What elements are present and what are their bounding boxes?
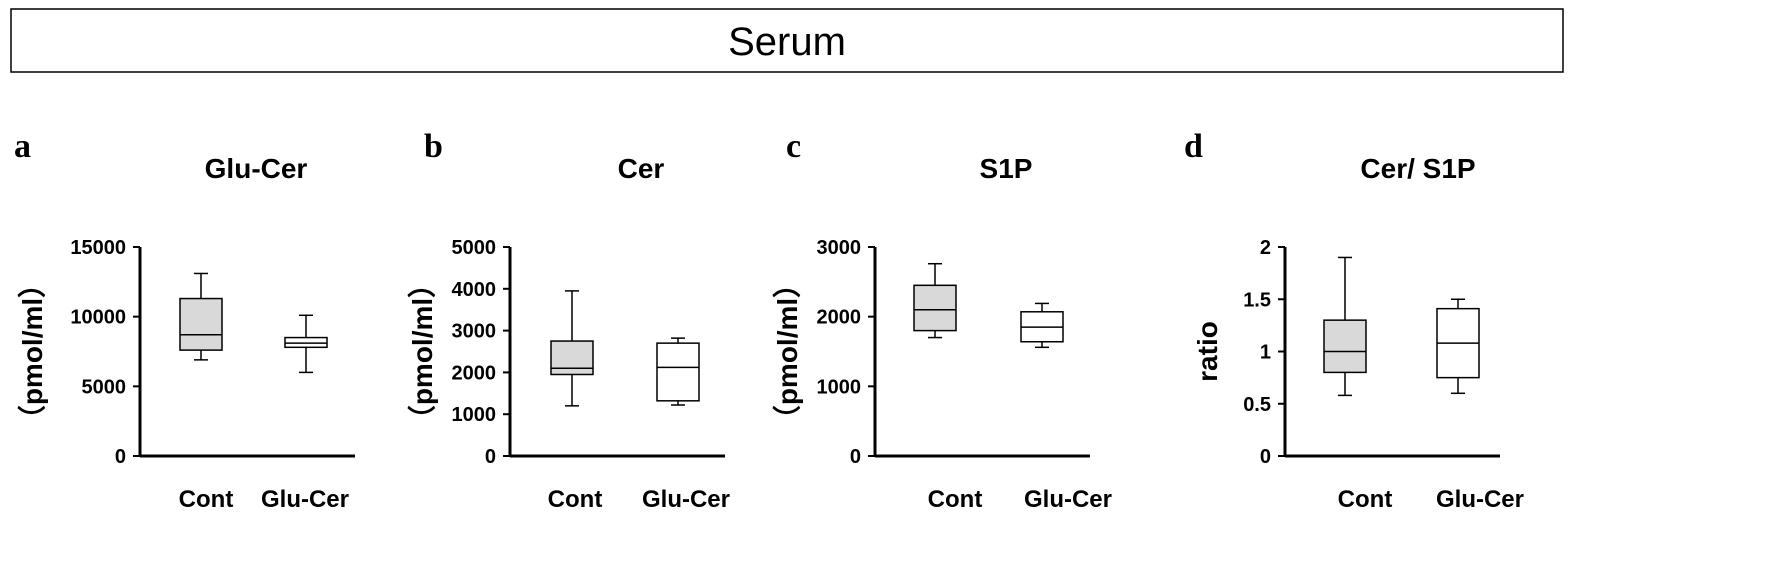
- y-tick-label: 3000: [452, 321, 497, 343]
- y-tick-label: 0: [850, 446, 861, 468]
- box-glu-cer: [656, 337, 700, 406]
- panel-title: Cer/ S1P: [1360, 153, 1475, 184]
- y-axis-label: （pmol/ml）: [771, 270, 803, 433]
- y-axis-label: ratio: [1192, 321, 1223, 382]
- serum-banner-title: Serum: [728, 20, 846, 64]
- category-label: Glu-Cer: [1024, 486, 1112, 513]
- panel-c: c S1P （pmol/ml） 0 1000 2000 3000 Cont Glu-Cer: [771, 128, 1112, 513]
- category-label: Glu-Cer: [261, 486, 349, 513]
- y-tick-label: 0: [485, 446, 496, 468]
- panel-d: d Cer/ S1P ratio 0 0.5 1 1.5 2 Cont Glu-Cer: [1184, 128, 1524, 513]
- category-label: Cont: [928, 486, 983, 513]
- y-tick-label: 10000: [70, 307, 126, 329]
- panel-title: S1P: [980, 153, 1033, 184]
- y-tick-label: 1: [1260, 342, 1271, 364]
- y-tick-label: 3000: [817, 237, 862, 259]
- box-cont: [913, 262, 957, 339]
- y-tick-label: 0: [1260, 446, 1271, 468]
- y-tick-label: 4000: [452, 279, 497, 301]
- y-tick-label: 5000: [452, 237, 497, 259]
- panel-a: a Glu-Cer （pmol/ml） 0 5000 10000 15000 Cont Glu-…: [14, 128, 355, 513]
- iqr-box: [550, 340, 594, 376]
- y-tick-label: 2000: [452, 362, 497, 384]
- serum-banner-box: [10, 8, 1564, 73]
- box-glu-cer: [1436, 298, 1480, 395]
- panel-b: b Cer （pmol/ml） 0 1000 2000 3000 4000 5000 Cont Gl…: [406, 128, 730, 513]
- iqr-box: [179, 297, 223, 351]
- category-label: Glu-Cer: [1436, 486, 1524, 513]
- iqr-box: [1323, 319, 1367, 374]
- y-tick-label: 0: [115, 446, 126, 468]
- y-tick-label: 1.5: [1243, 289, 1271, 311]
- y-tick-label: 15000: [70, 237, 126, 259]
- panel-letter: b: [424, 128, 443, 165]
- y-axis-label: （pmol/ml）: [16, 270, 48, 433]
- box-glu-cer: [1020, 302, 1064, 349]
- iqr-box: [656, 342, 700, 402]
- panel-title: Cer: [618, 153, 665, 184]
- category-label: Cont: [548, 486, 603, 513]
- y-tick-label: 1000: [452, 404, 497, 426]
- y-tick-label: 2: [1260, 237, 1271, 259]
- box-cont: [550, 290, 594, 407]
- y-tick-label: 2000: [817, 307, 862, 329]
- category-label: Cont: [179, 486, 234, 513]
- category-label: Cont: [1338, 486, 1393, 513]
- box-cont: [179, 272, 223, 361]
- y-tick-label: 5000: [82, 376, 127, 398]
- box-glu-cer: [284, 314, 328, 374]
- panel-letter: a: [14, 128, 31, 165]
- iqr-box: [913, 284, 957, 332]
- y-axis-label: （pmol/ml）: [406, 270, 438, 433]
- panel-letter: d: [1184, 128, 1203, 165]
- panel-title: Glu-Cer: [205, 153, 308, 184]
- y-tick-label: 0.5: [1243, 394, 1271, 416]
- serum-banner: Serum: [10, 8, 1564, 73]
- y-tick-label: 1000: [817, 376, 862, 398]
- category-label: Glu-Cer: [642, 486, 730, 513]
- panel-letter: c: [786, 128, 801, 165]
- box-cont: [1323, 256, 1367, 397]
